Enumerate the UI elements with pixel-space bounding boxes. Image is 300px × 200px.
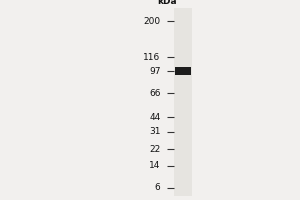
- Text: 14: 14: [149, 162, 160, 170]
- Text: 6: 6: [155, 183, 161, 192]
- Bar: [175, 67, 190, 75]
- Text: 44: 44: [149, 112, 161, 121]
- Text: 66: 66: [149, 88, 160, 98]
- Text: 22: 22: [149, 144, 161, 154]
- Text: kDa: kDa: [158, 0, 177, 6]
- Bar: [174, 8, 192, 196]
- Text: 116: 116: [143, 52, 161, 62]
- Text: 31: 31: [149, 128, 160, 136]
- Text: 200: 200: [143, 17, 161, 25]
- Text: 97: 97: [149, 66, 160, 75]
